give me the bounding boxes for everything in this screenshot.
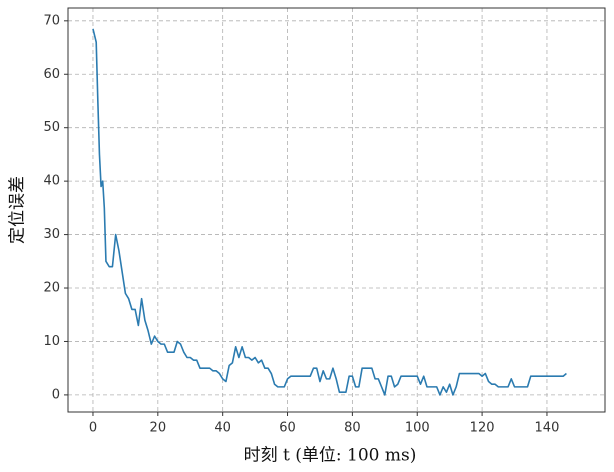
x-tick-label: 20 [150, 421, 167, 436]
y-tick-label: 10 [43, 334, 60, 349]
y-tick-label: 20 [43, 281, 60, 296]
data-line [92, 28, 567, 396]
y-tick-label: 70 [43, 13, 60, 28]
y-tick-label: 0 [52, 387, 60, 402]
x-tick-label: 0 [89, 421, 97, 436]
y-axis-label: 定位误差 [8, 176, 28, 244]
x-tick-label: 100 [405, 421, 430, 436]
x-axis-label: 时刻 t (单位: 100 ms) [244, 446, 417, 466]
y-tick-label: 30 [43, 227, 60, 242]
y-tick-label: 50 [43, 120, 60, 135]
plot-frame [67, 7, 606, 413]
x-tick-label: 60 [279, 421, 296, 436]
x-tick-label: 120 [470, 421, 495, 436]
x-tick-label: 80 [344, 421, 361, 436]
x-tick-label: 40 [214, 421, 231, 436]
y-tick-label: 60 [43, 67, 60, 82]
y-tick-label: 40 [43, 174, 60, 189]
x-tick-label: 140 [535, 421, 560, 436]
